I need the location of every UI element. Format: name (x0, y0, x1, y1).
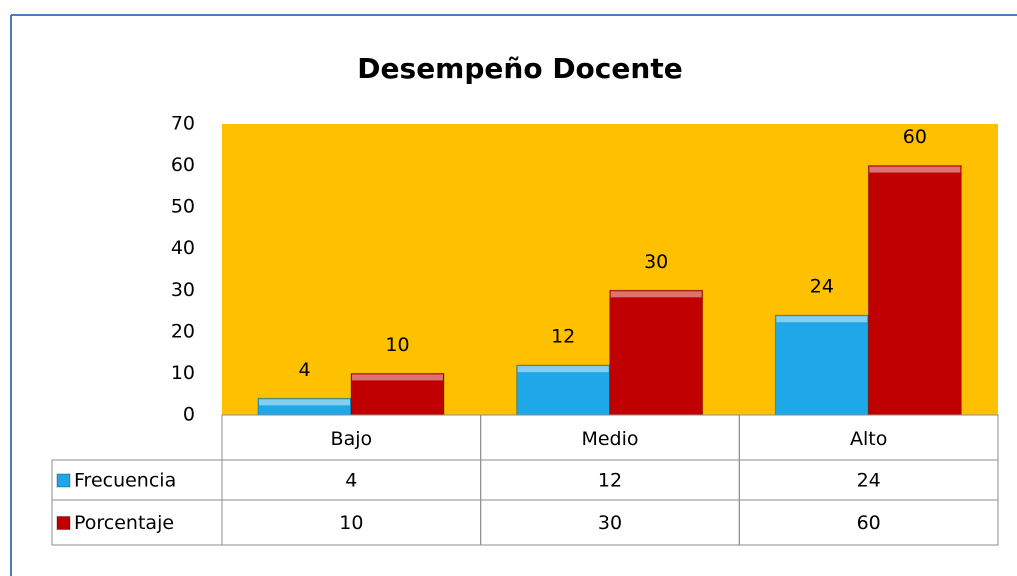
legend-label: Porcentaje (74, 512, 174, 534)
bar-highlight (259, 399, 350, 406)
data-label: 30 (644, 251, 668, 273)
table-cell (738, 499, 999, 546)
bar (516, 364, 611, 416)
data-label: 60 (903, 126, 927, 148)
legend-label: Frecuencia (74, 470, 176, 492)
bar-highlight (352, 374, 443, 381)
legend-key (56, 516, 71, 530)
y-tick-label: 70 (171, 113, 195, 135)
x-tick-label: Bajo (331, 428, 373, 450)
table-value: 4 (345, 470, 357, 492)
y-tick-label: 60 (171, 154, 195, 176)
chart-title: Desempeño Docente (357, 52, 682, 85)
y-tick-label: 20 (171, 320, 195, 342)
x-tick-label: Alto (850, 428, 887, 450)
y-tick-label: 10 (171, 362, 195, 384)
y-tick-label: 50 (171, 196, 195, 218)
y-tick-label: 40 (171, 237, 195, 259)
data-label: 10 (385, 334, 409, 356)
table-value: 10 (339, 512, 363, 534)
table-value: 24 (857, 470, 881, 492)
table-value: 30 (598, 512, 622, 534)
legend-key (56, 473, 71, 488)
y-tick-label: 0 (183, 404, 195, 426)
bar-highlight (869, 166, 961, 173)
y-tick-label: 30 (171, 279, 195, 301)
table-value: 12 (598, 470, 622, 492)
bar (774, 314, 869, 416)
data-label: 4 (298, 359, 310, 381)
bar (609, 289, 704, 416)
data-label: 12 (551, 326, 575, 348)
bar-highlight (610, 291, 702, 298)
x-tick-label: Medio (581, 428, 638, 450)
bar-highlight (517, 366, 609, 373)
table-value: 60 (857, 512, 881, 534)
bar-highlight (776, 316, 868, 323)
data-label: 24 (810, 276, 834, 298)
bar (867, 165, 962, 416)
bar (350, 372, 445, 416)
